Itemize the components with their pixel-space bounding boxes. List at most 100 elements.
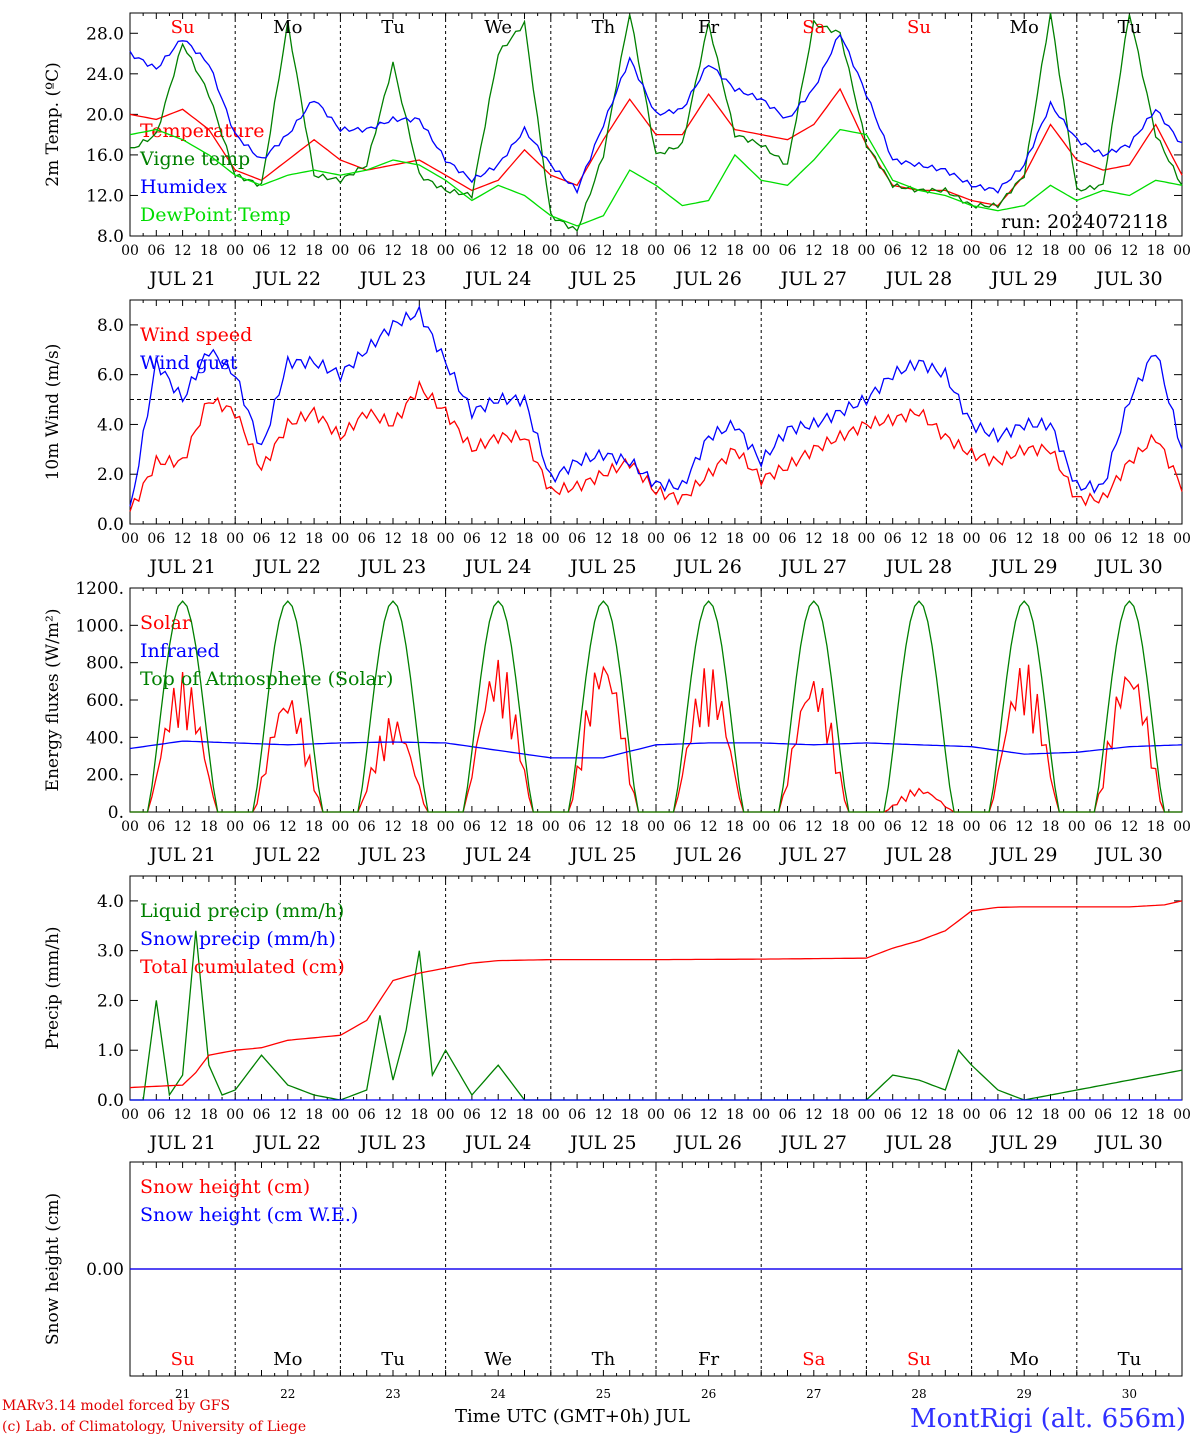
hour-tick-label: 00 <box>752 819 770 835</box>
y-tick-label: 1200. <box>75 579 124 599</box>
hour-tick-label: 00 <box>1173 1107 1191 1123</box>
plot-frame-0 <box>129 12 1183 237</box>
hour-tick-label: 18 <box>621 1107 639 1123</box>
y-tick-label: 8.0 <box>97 316 124 336</box>
hour-tick-label: 18 <box>200 1107 218 1123</box>
y-tick-label: 0.0 <box>97 515 124 535</box>
date-label: JUL 25 <box>568 1132 636 1154</box>
hour-tick-label: 18 <box>1042 243 1060 259</box>
day-number-label: 21 <box>175 1387 190 1400</box>
hour-tick-label: 00 <box>121 243 139 259</box>
y-tick-label: 2.0 <box>97 465 124 485</box>
date-label: JUL 23 <box>358 556 426 578</box>
hour-tick-label: 06 <box>147 531 165 547</box>
date-label: JUL 29 <box>989 556 1057 578</box>
hour-tick-label: 06 <box>884 531 902 547</box>
hour-tick-label: 00 <box>857 243 875 259</box>
hour-tick-label: 12 <box>174 819 192 835</box>
hour-tick-label: 06 <box>673 819 691 835</box>
hour-tick-label: 12 <box>1120 531 1138 547</box>
date-label: JUL 22 <box>253 268 321 290</box>
y-tick-label: 600. <box>86 691 124 711</box>
hour-tick-label: 12 <box>805 1107 823 1123</box>
hour-tick-label: 18 <box>1042 819 1060 835</box>
hour-tick-label: 12 <box>279 243 297 259</box>
hour-tick-label: 18 <box>305 531 323 547</box>
hour-tick-label: 18 <box>726 531 744 547</box>
hour-tick-label: 12 <box>384 243 402 259</box>
hour-tick-label: 06 <box>673 1107 691 1123</box>
hour-tick-label: 12 <box>594 1107 612 1123</box>
hour-tick-label: 00 <box>331 531 349 547</box>
hour-tick-label: 00 <box>121 819 139 835</box>
hour-tick-label: 06 <box>779 531 797 547</box>
hour-tick-label: 18 <box>410 243 428 259</box>
weekday-label: Th <box>592 1349 616 1370</box>
hour-tick-label: 06 <box>568 243 586 259</box>
hour-tick-label: 00 <box>857 531 875 547</box>
meteogram: 8.0 12.0 16.0 20.0 24.0 28.0 2m Temp. (ºC) Temp… <box>43 12 1191 1400</box>
hour-tick-label: 06 <box>463 531 481 547</box>
hour-tick-label: 12 <box>805 243 823 259</box>
hour-tick-label: 00 <box>542 243 560 259</box>
y-tick-label: 0.0 <box>97 1091 124 1111</box>
hour-tick-label: 00 <box>437 243 455 259</box>
y-axis-label: Precip (mm/h) <box>43 926 63 1049</box>
legend-entry: DewPoint Temp <box>140 204 291 226</box>
hour-tick-label: 00 <box>331 243 349 259</box>
date-label: JUL 22 <box>253 1132 321 1154</box>
hour-tick-label: 00 <box>1068 1107 1086 1123</box>
hour-tick-label: 00 <box>857 1107 875 1123</box>
hour-tick-label: 18 <box>831 819 849 835</box>
hour-tick-label: 12 <box>1015 531 1033 547</box>
hour-tick-label: 06 <box>989 1107 1007 1123</box>
hour-tick-label: 12 <box>594 243 612 259</box>
hour-tick-label: 18 <box>200 243 218 259</box>
series-line-dewpoint-temp <box>129 128 1183 227</box>
day-number-label: 26 <box>701 1387 716 1400</box>
date-label: JUL 26 <box>673 844 741 866</box>
series-line-wind-gust <box>129 304 1183 507</box>
hour-tick-label: 18 <box>200 531 218 547</box>
hour-tick-label: 12 <box>1015 819 1033 835</box>
hour-tick-label: 18 <box>1147 531 1165 547</box>
weekday-label: Su <box>171 17 195 38</box>
hour-tick-label: 06 <box>253 531 271 547</box>
weekday-label: Tu <box>381 17 405 38</box>
hour-tick-label: 06 <box>568 1107 586 1123</box>
legend-entry: Snow height (cm) <box>140 1176 310 1198</box>
legend-entry: Total cumulated (cm) <box>140 956 345 978</box>
hour-tick-label: 18 <box>831 1107 849 1123</box>
hour-tick-label: 18 <box>516 531 534 547</box>
y-tick-label: 1000. <box>75 616 124 636</box>
hour-tick-label: 12 <box>910 243 928 259</box>
hour-tick-label: 12 <box>174 531 192 547</box>
hour-tick-label: 18 <box>1147 819 1165 835</box>
date-label: JUL 25 <box>568 844 636 866</box>
weekday-label: Tu <box>1118 17 1142 38</box>
date-label: JUL 26 <box>673 268 741 290</box>
y-tick-label: 12.0 <box>86 186 124 206</box>
hour-tick-label: 06 <box>673 243 691 259</box>
date-label: JUL 24 <box>463 1132 531 1154</box>
hour-tick-label: 12 <box>489 819 507 835</box>
hour-tick-label: 18 <box>936 243 954 259</box>
date-label: JUL 29 <box>989 844 1057 866</box>
hour-tick-label: 00 <box>857 819 875 835</box>
day-number-label: 23 <box>385 1387 400 1400</box>
date-label: JUL 25 <box>568 556 636 578</box>
hour-tick-label: 00 <box>1068 531 1086 547</box>
hour-tick-label: 12 <box>700 819 718 835</box>
date-label: JUL 24 <box>463 844 531 866</box>
y-axis-label: 2m Temp. (ºC) <box>43 62 63 187</box>
hour-tick-label: 18 <box>305 243 323 259</box>
hour-tick-label: 06 <box>989 819 1007 835</box>
hour-tick-label: 06 <box>989 531 1007 547</box>
hour-tick-label: 18 <box>200 819 218 835</box>
hour-tick-label: 12 <box>1015 243 1033 259</box>
weekday-label: Sa <box>802 17 825 38</box>
date-label: JUL 28 <box>884 556 952 578</box>
date-label: JUL 29 <box>989 268 1057 290</box>
hour-tick-label: 12 <box>384 531 402 547</box>
date-label: JUL 24 <box>463 268 531 290</box>
